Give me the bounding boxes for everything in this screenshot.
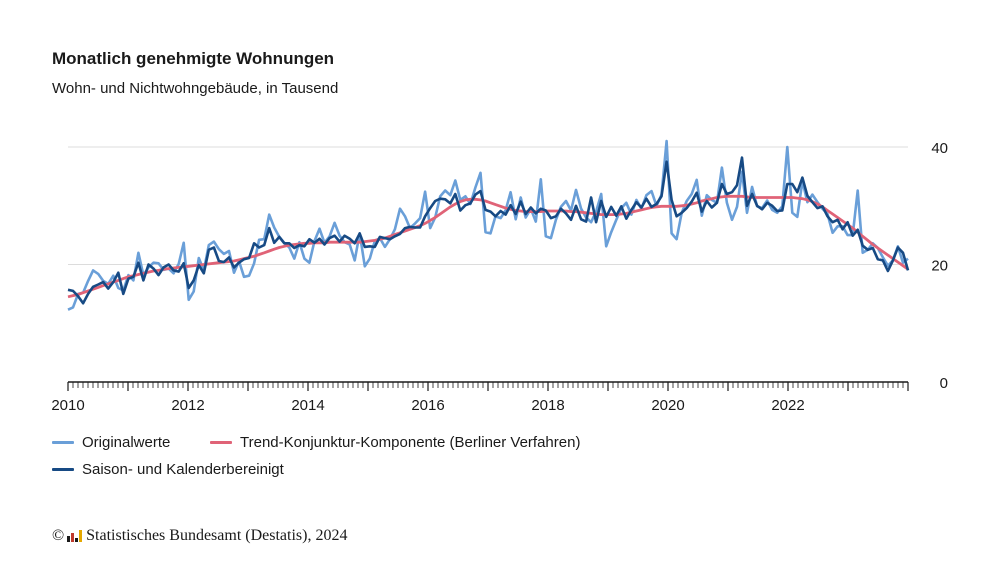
y-tick-label: 0 (940, 375, 948, 392)
legend-swatch (210, 441, 232, 444)
y-tick-label: 40 (931, 140, 948, 157)
x-tick-label: 2018 (531, 397, 564, 414)
legend-label: Originalwerte (82, 434, 171, 451)
x-tick-label: 2016 (411, 397, 444, 414)
legend-swatch (52, 468, 74, 471)
legend-item-trend[interactable]: Trend-Konjunktur-Komponente (Berliner Ve… (210, 434, 580, 451)
series-line-original (67, 139, 909, 311)
x-tick-label: 2022 (771, 397, 804, 414)
series-line-trend (67, 194, 909, 299)
y-tick-label: 20 (931, 258, 948, 275)
series-line-seasonally-adjusted (67, 156, 910, 305)
legend-label: Trend-Konjunktur-Komponente (Berliner Ve… (240, 434, 581, 451)
x-tick-label: 2012 (171, 397, 204, 414)
x-tick-label: 2010 (51, 397, 84, 414)
legend-item-original[interactable]: Originalwerte (52, 434, 170, 451)
x-tick-label: 2020 (651, 397, 684, 414)
chart-title: Monatlich genehmigte Wohnungen (52, 49, 335, 68)
x-tick-label: 2014 (291, 397, 324, 414)
source-footer: © Statistisches Bundesamt (Destatis), 20… (52, 527, 347, 545)
legend-item-seasonally-adjusted[interactable]: Saison- und Kalenderbereinigt (52, 461, 284, 478)
copyright-symbol: © (52, 527, 65, 544)
chart-subtitle: Wohn- und Nichtwohngebäude, in Tausend (52, 80, 339, 97)
legend-swatch (52, 441, 74, 444)
destatis-logo-icon (67, 530, 83, 542)
legend-label: Saison- und Kalenderbereinigt (82, 461, 284, 478)
source-text: Statistisches Bundesamt (Destatis), 2024 (86, 527, 348, 544)
